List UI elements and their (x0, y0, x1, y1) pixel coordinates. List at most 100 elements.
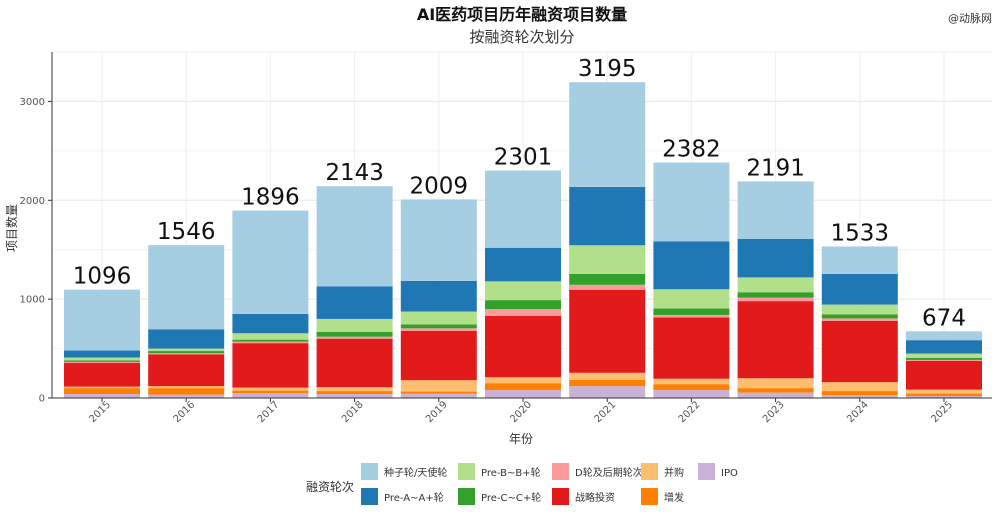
legend-title: 融资轮次 (306, 480, 354, 494)
bar-segment (569, 82, 646, 187)
bar-segment (232, 210, 309, 314)
bar-segment (906, 359, 982, 361)
bar-segment (485, 300, 561, 310)
watermark: @动脉网 (948, 11, 992, 25)
bar-segment (569, 379, 646, 387)
legend-label: 战略投资 (575, 491, 615, 504)
bar-segment (148, 354, 225, 387)
bar-segment (821, 395, 898, 398)
legend-label: Pre-C~C+轮 (481, 491, 541, 504)
bar-segment (148, 351, 225, 354)
total-label: 674 (922, 305, 966, 331)
total-label: 1096 (73, 264, 132, 290)
total-label: 2382 (662, 137, 721, 163)
bar-segment (316, 318, 393, 332)
x-tick-label: 2016 (172, 399, 198, 425)
bar-segment (906, 353, 982, 358)
bar-segment (569, 386, 646, 398)
x-tick-label: 2017 (256, 399, 282, 425)
bar-segment (148, 329, 225, 349)
bar-segment (148, 353, 225, 355)
legend-swatch (458, 463, 475, 480)
bar-segment (821, 320, 898, 383)
bar-segment (400, 380, 477, 392)
bar-segment (485, 383, 561, 391)
legend-label: IPO (721, 468, 738, 479)
bar-segment (906, 360, 982, 390)
bar-segment (316, 336, 393, 339)
bar-segment (400, 393, 477, 398)
bar-segment (653, 314, 730, 318)
y-axis-title: 项目数量 (4, 204, 19, 252)
x-tick-label: 2023 (761, 399, 787, 425)
total-label: 3195 (578, 56, 637, 82)
bar-segment (316, 394, 393, 398)
bar-segment (400, 391, 477, 394)
x-tick-label: 2018 (340, 399, 366, 425)
bar-segment (485, 281, 561, 301)
bar-segment (906, 357, 982, 360)
bar-segment (653, 241, 730, 290)
x-tick-label: 2020 (508, 399, 534, 425)
bar-segment (821, 273, 898, 305)
bar-segment (821, 391, 898, 396)
bar-segment (821, 314, 898, 319)
bar-segment (737, 238, 814, 278)
y-tick-label: 3000 (20, 97, 45, 108)
legend-swatch (552, 463, 569, 480)
y-tick-label: 0 (39, 394, 45, 405)
bar-segment (64, 360, 140, 362)
bar-segment (400, 330, 477, 381)
bar-segment (569, 245, 646, 274)
legend-swatch (361, 463, 378, 480)
bar-segment (148, 388, 225, 395)
bar-segment (737, 301, 814, 379)
total-label: 1533 (831, 220, 890, 246)
chart-title: AI医药项目历年融资项目数量 (417, 5, 627, 24)
bar-segment (737, 392, 814, 398)
bar-segment (64, 388, 140, 395)
bar-segment (232, 333, 309, 340)
bar-segment (232, 387, 309, 391)
bar-segment (400, 324, 477, 329)
legend-label: 种子轮/天使轮 (384, 466, 447, 479)
bar-segment (148, 386, 225, 389)
y-tick-label: 1000 (20, 295, 45, 306)
bar-segment (316, 186, 393, 287)
legend-swatch (361, 488, 378, 505)
bar-segment (821, 304, 898, 315)
total-label: 2301 (494, 145, 553, 171)
x-tick-label: 2015 (87, 399, 113, 425)
bar-segment (737, 277, 814, 293)
bar-segment (569, 273, 646, 285)
bar-segment (232, 390, 309, 394)
bar-segment (316, 286, 393, 319)
legend-label: 增发 (664, 491, 684, 504)
bar-segment (400, 280, 477, 312)
bar-segment (653, 162, 730, 242)
bar-segment (232, 339, 309, 342)
total-label: 2191 (746, 155, 805, 181)
bar-segment (906, 331, 982, 341)
x-tick-label: 2021 (593, 399, 619, 425)
bar-segment (906, 340, 982, 354)
bar-segment (485, 390, 561, 398)
bar-segment (569, 186, 646, 246)
bar-segment (148, 245, 225, 330)
bar-segment (485, 315, 561, 378)
bar-segment (821, 318, 898, 321)
bar-segment (64, 394, 140, 398)
legend-swatch (641, 463, 658, 480)
bar-segment (737, 388, 814, 393)
bar-segment (653, 390, 730, 398)
bar-segment (569, 284, 646, 290)
bar-segment (485, 247, 561, 282)
bar-segment (316, 391, 393, 395)
legend-swatch (552, 488, 569, 505)
bar-segment (316, 387, 393, 392)
bar-segment (232, 393, 309, 398)
bar-segment (64, 357, 140, 361)
bar-segment (569, 289, 646, 373)
bar-segment (737, 292, 814, 298)
